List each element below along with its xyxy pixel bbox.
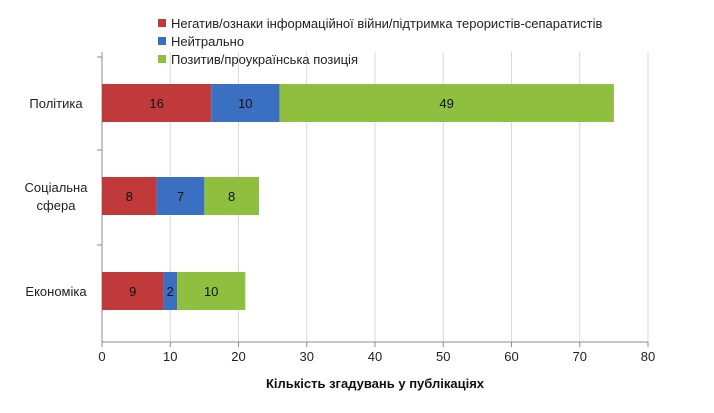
category-label-line: Економіка (25, 284, 87, 299)
legend-swatch-positive (158, 55, 166, 63)
data-label-0-0: 16 (149, 96, 163, 111)
bar-segment-2-2 (177, 272, 246, 310)
legend-label-positive: Позитив/проукраїнська позиція (171, 51, 358, 67)
category-label-0: Політика (29, 96, 83, 111)
category-label-line: Соціальна (25, 180, 89, 195)
bar-segment-1-2 (163, 272, 178, 310)
data-label-2-0: 49 (439, 96, 453, 111)
x-tick-label-50: 50 (436, 349, 450, 364)
legend-item-negative: Негатив/ознаки інформаційної війни/підтр… (158, 14, 602, 32)
legend-item-neutral: Нейтрально (158, 32, 602, 50)
x-axis-title: Кількість згадувань у публікаціях (265, 376, 485, 391)
data-label-1-2: 2 (167, 284, 174, 299)
bar-segment-0-0 (102, 84, 212, 122)
data-label-1-1: 7 (177, 189, 184, 204)
bar-segment-0-2 (102, 272, 164, 310)
legend-label-negative: Негатив/ознаки інформаційної війни/підтр… (171, 15, 603, 31)
bar-segment-0-1 (102, 177, 157, 215)
bar-segment-2-0 (279, 84, 614, 122)
data-label-1-0: 10 (238, 96, 252, 111)
data-label-2-2: 10 (204, 284, 218, 299)
category-label-line: сфера (37, 198, 77, 213)
bar-segment-1-0 (211, 84, 280, 122)
bar-segment-1-1 (156, 177, 205, 215)
legend-swatch-neutral (158, 37, 166, 45)
x-tick-label-0: 0 (98, 349, 105, 364)
bar-segment-2-1 (204, 177, 259, 215)
category-labels: Політика Соціальна сфера Економіка (25, 56, 102, 299)
data-label-0-2: 9 (129, 284, 136, 299)
x-tick-label-10: 10 (163, 349, 177, 364)
data-label-0-1: 8 (126, 189, 133, 204)
category-label-line: Політика (29, 96, 83, 111)
data-label-2-1: 8 (228, 189, 235, 204)
legend: Негатив/ознаки інформаційної війни/підтр… (158, 14, 602, 68)
x-tick-label-70: 70 (573, 349, 587, 364)
x-tick-label-60: 60 (504, 349, 518, 364)
x-tick-label-20: 20 (231, 349, 245, 364)
legend-item-positive: Позитив/проукраїнська позиція (158, 50, 602, 68)
x-tick-label-40: 40 (368, 349, 382, 364)
legend-label-neutral: Нейтрально (171, 33, 245, 49)
category-label-2: Економіка (25, 284, 87, 299)
x-tick-label-30: 30 (300, 349, 314, 364)
legend-swatch-negative (158, 19, 166, 27)
x-tick-label-80: 80 (641, 349, 655, 364)
x-tick-labels: 0 10 20 30 40 50 60 70 80 (98, 342, 655, 364)
bars: 16 10 49 8 7 8 9 2 10 (102, 84, 614, 310)
category-label-1: Соціальна сфера (25, 180, 89, 213)
